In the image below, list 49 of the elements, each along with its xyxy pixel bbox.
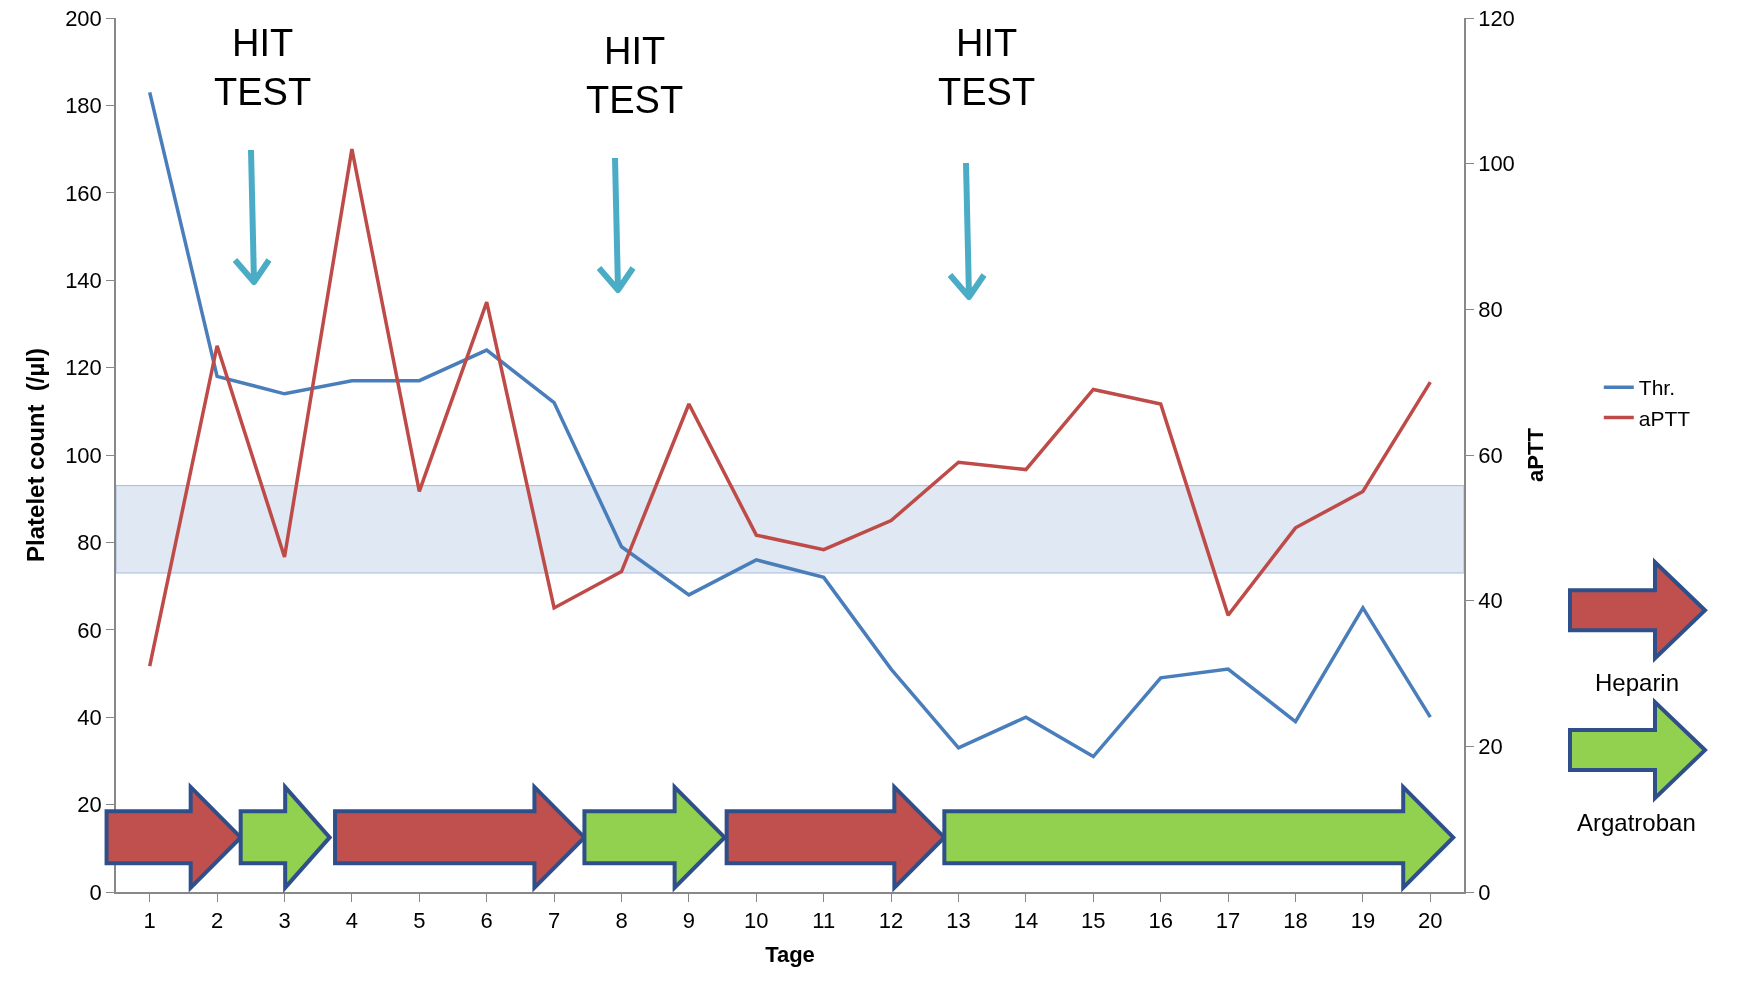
x-tick-label: 3 <box>278 908 291 934</box>
x-tick-label: 19 <box>1350 908 1376 934</box>
y2-tick-label: 0 <box>1478 879 1491 905</box>
x-tick-label: 1 <box>143 908 156 934</box>
y2-tick-label: 20 <box>1478 734 1503 760</box>
y-tick-label: 160 <box>65 180 102 206</box>
y-tick-label: 200 <box>65 5 102 31</box>
y2-axis-title: aPTT <box>1523 427 1549 482</box>
y-tick-label: 80 <box>77 530 102 556</box>
text: Heparin <box>1595 669 1680 696</box>
x-tick-label: 12 <box>878 908 904 934</box>
y-tick-label: 60 <box>77 617 102 643</box>
y-tick-label: 100 <box>65 442 102 468</box>
x-tick-label: 7 <box>547 908 561 934</box>
y-tick-label: 20 <box>77 792 102 818</box>
y-tick-label: 120 <box>65 355 102 381</box>
line-series <box>147 147 1433 668</box>
legend-label: aPTT <box>1638 406 1691 430</box>
y-tick-label: 0 <box>89 879 102 905</box>
y-tick-label: 140 <box>65 267 102 293</box>
y2-tick-label: 100 <box>1478 151 1515 177</box>
x-tick-label: 9 <box>682 908 696 934</box>
y2-tick-label: 60 <box>1478 442 1503 468</box>
y-tick-label: 180 <box>65 93 102 119</box>
legend-label: Thr. <box>1638 376 1675 400</box>
annotation: HIT TEST <box>214 22 312 114</box>
x-tick-label: 4 <box>345 908 359 934</box>
text: Argatroban <box>1577 809 1696 836</box>
x-tick-label: 5 <box>413 908 426 934</box>
x-axis-title: Tage <box>765 941 815 967</box>
x-tick-label: 18 <box>1283 908 1308 934</box>
y2-tick-label: 40 <box>1478 588 1503 614</box>
x-tick-label: 16 <box>1148 908 1173 934</box>
x-tick-label: 8 <box>615 908 628 934</box>
annotation: HIT TEST <box>938 22 1036 114</box>
x-tick-label: 15 <box>1081 908 1106 934</box>
x-tick-label: 10 <box>744 908 769 934</box>
annotation: HIT TEST <box>586 30 684 122</box>
x-tick-label: 17 <box>1215 908 1241 934</box>
y2-tick-label: 120 <box>1478 5 1515 31</box>
x-tick-label: 20 <box>1418 908 1443 934</box>
y2-tick-label: 80 <box>1478 297 1503 323</box>
x-tick-label: 14 <box>1013 908 1039 934</box>
x-tick-label: 11 <box>812 908 836 934</box>
x-tick-label: 2 <box>210 908 224 934</box>
y-tick-label: 40 <box>77 704 102 730</box>
x-tick-label: 6 <box>480 908 493 934</box>
y-axis-title: Platelet count (/µl) <box>21 348 49 562</box>
x-tick-label: 13 <box>946 908 971 934</box>
